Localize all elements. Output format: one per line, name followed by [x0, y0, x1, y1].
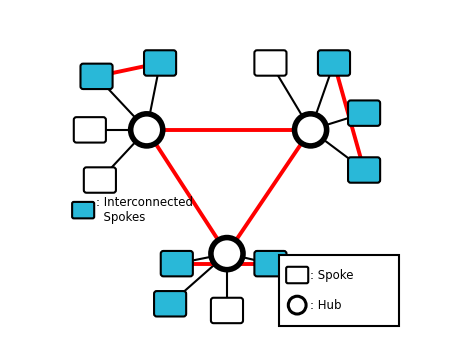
- FancyBboxPatch shape: [81, 64, 113, 89]
- FancyBboxPatch shape: [154, 291, 186, 317]
- FancyBboxPatch shape: [348, 157, 380, 183]
- Circle shape: [294, 114, 327, 146]
- FancyBboxPatch shape: [74, 117, 106, 142]
- Text: : Interconnected
  Spokes: : Interconnected Spokes: [96, 196, 193, 224]
- FancyBboxPatch shape: [318, 50, 350, 76]
- Circle shape: [211, 238, 243, 270]
- FancyBboxPatch shape: [279, 255, 399, 325]
- Circle shape: [288, 296, 306, 314]
- Circle shape: [131, 114, 163, 146]
- FancyBboxPatch shape: [211, 298, 243, 323]
- FancyBboxPatch shape: [161, 251, 193, 276]
- FancyBboxPatch shape: [72, 202, 94, 218]
- Text: : Hub: : Hub: [310, 299, 342, 312]
- Text: : Spoke: : Spoke: [310, 269, 354, 282]
- FancyBboxPatch shape: [255, 50, 286, 76]
- FancyBboxPatch shape: [255, 251, 286, 276]
- FancyBboxPatch shape: [348, 100, 380, 126]
- FancyBboxPatch shape: [144, 50, 176, 76]
- FancyBboxPatch shape: [286, 267, 308, 283]
- FancyBboxPatch shape: [84, 167, 116, 193]
